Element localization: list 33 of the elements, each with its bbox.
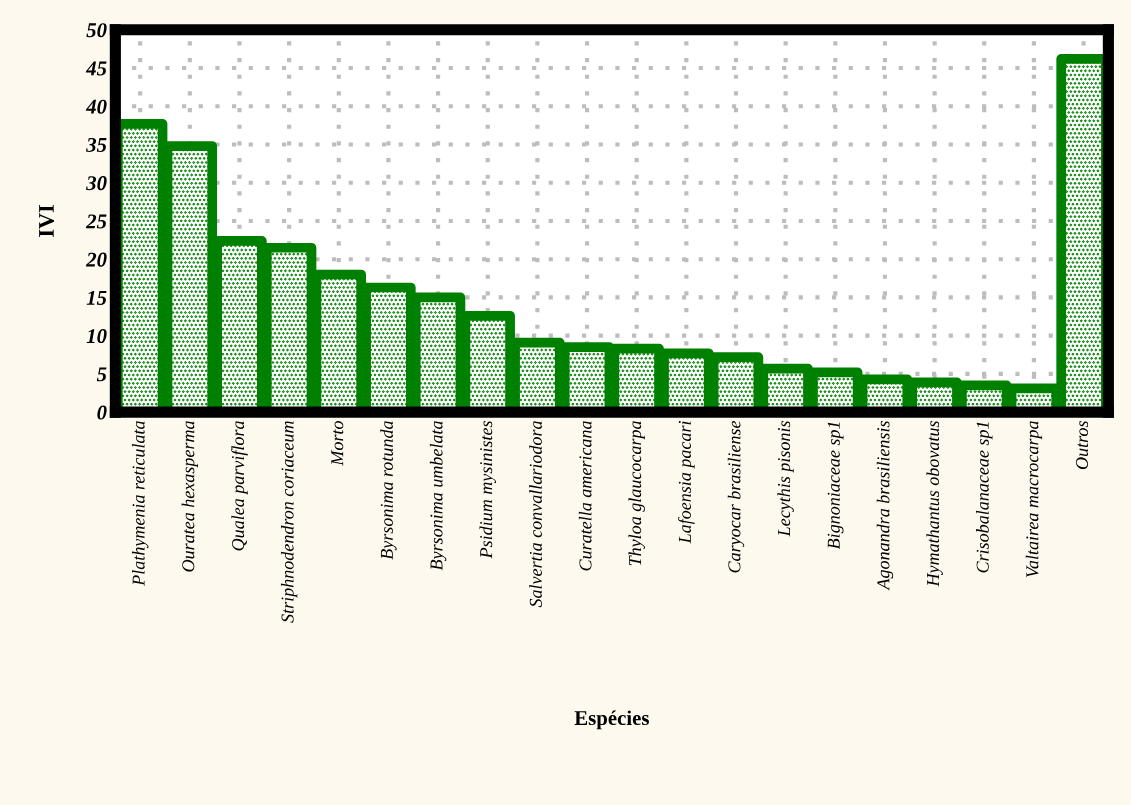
x-tick-label: Psidium mysinistes bbox=[479, 421, 496, 559]
x-tick-label: Morto bbox=[331, 421, 344, 466]
y-tick-label: 35 bbox=[86, 137, 107, 152]
x-tick-label: Curatella americana bbox=[578, 421, 592, 571]
y-tick-label: 45 bbox=[85, 61, 107, 76]
x-tick-label: Crisobalanaceae sp1 bbox=[976, 422, 993, 573]
x-tick-label: Lafoensia pacari bbox=[678, 421, 695, 544]
x-tick-label: Byrsonima umbelata bbox=[429, 421, 447, 571]
y-tick-label: 50 bbox=[86, 23, 107, 38]
x-tick-label: Qualea parviflora bbox=[231, 421, 248, 551]
x-tick-label: Caryocar brasiliense bbox=[727, 420, 745, 573]
y-tick-label: 0 bbox=[97, 405, 107, 420]
x-tick-label: Ouratea hexasperma bbox=[181, 421, 199, 572]
y-tick-label: 5 bbox=[96, 367, 107, 382]
y-tick-label: 40 bbox=[85, 99, 107, 114]
x-axis-title: Espécies bbox=[574, 710, 649, 730]
y-axis-title: IVI bbox=[39, 205, 55, 237]
y-tick-label: 15 bbox=[86, 290, 107, 305]
x-tick-label: Outros bbox=[1075, 421, 1089, 470]
x-tick-label: Striphnodendron coriaceum bbox=[280, 421, 298, 623]
x-tick-label: Valtairea macrocarpa bbox=[1025, 421, 1043, 578]
y-tick-label: 25 bbox=[85, 214, 107, 229]
x-tick-label: Bignoniaceae sp1 bbox=[827, 422, 844, 550]
x-tick-label: Thyloa glaucocarpa bbox=[628, 421, 645, 566]
y-tick-label: 10 bbox=[86, 329, 107, 344]
x-tick-label: Lecythis pisonis bbox=[777, 421, 794, 537]
y-tick-label: 30 bbox=[86, 176, 107, 191]
y-tick-label: 20 bbox=[85, 252, 107, 267]
x-tick-label: Hymathantus obovatus bbox=[926, 421, 943, 587]
x-tick-label: Plathymenia reticulata bbox=[131, 421, 149, 586]
x-tick-label: Salvertia convallariodora bbox=[529, 421, 542, 608]
x-tick-label: Byrsonima rotunda bbox=[380, 421, 397, 560]
x-tick-label: Agonandra brasiliensis bbox=[876, 421, 894, 591]
